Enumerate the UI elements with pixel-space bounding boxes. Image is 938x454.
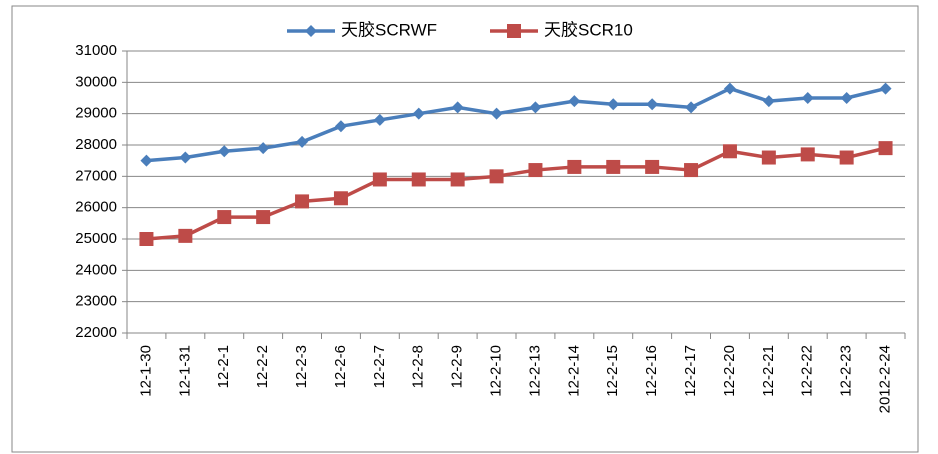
legend-label: 天胶SCRWF	[341, 20, 437, 39]
data-point	[218, 145, 231, 158]
data-point	[490, 107, 503, 120]
data-point	[217, 210, 232, 225]
data-point	[373, 113, 386, 126]
x-tick-label: 12-2-10	[488, 345, 505, 397]
chart-frame	[11, 5, 919, 453]
x-tick-label: 12-2-1	[215, 345, 232, 388]
data-point	[645, 159, 660, 174]
x-tick-label: 12-2-15	[604, 345, 621, 397]
data-point	[334, 120, 347, 133]
data-point	[840, 92, 853, 104]
data-point	[296, 135, 309, 148]
x-tick-label: 12-2-23	[838, 345, 855, 397]
legend-marker	[507, 24, 521, 38]
x-tick-label: 12-2-21	[760, 345, 777, 397]
data-point	[646, 98, 659, 111]
data-point	[489, 169, 504, 184]
data-point	[140, 154, 153, 167]
data-point	[684, 163, 699, 178]
data-point	[372, 172, 387, 187]
data-point	[568, 95, 581, 108]
x-tick-label: 12-2-7	[371, 345, 388, 388]
series-line	[146, 86, 886, 163]
data-point	[607, 98, 620, 111]
data-point	[450, 172, 465, 187]
y-tick-label: 25000	[75, 230, 117, 247]
x-tick-label: 12-1-30	[137, 345, 154, 397]
data-point	[451, 101, 464, 114]
data-point	[761, 150, 776, 165]
data-point	[295, 194, 310, 209]
data-point	[139, 232, 154, 246]
data-point	[529, 101, 542, 114]
y-tick-label: 26000	[75, 199, 117, 216]
y-tick-label: 27000	[75, 167, 117, 184]
data-point	[567, 159, 582, 174]
x-tick-label: 12-2-8	[410, 345, 427, 388]
x-tick-label: 2012-2-24	[877, 345, 894, 413]
y-tick-label: 29000	[75, 105, 117, 122]
data-point	[333, 191, 348, 206]
data-point	[722, 144, 737, 159]
data-point	[723, 82, 736, 95]
data-point	[801, 92, 814, 104]
data-point	[179, 151, 192, 164]
x-tick-label: 12-2-22	[799, 345, 816, 397]
x-tick-label: 12-2-17	[682, 345, 699, 397]
x-tick-label: 12-2-14	[565, 345, 582, 397]
data-point	[879, 82, 892, 95]
x-tick-label: 12-2-20	[721, 345, 738, 397]
x-tick-label: 12-2-16	[643, 345, 660, 397]
data-point	[800, 147, 815, 162]
data-point	[412, 107, 425, 120]
y-tick-label: 22000	[75, 324, 117, 341]
y-tick-label: 30000	[75, 73, 117, 90]
x-tick-label: 12-2-6	[332, 345, 349, 388]
data-point	[257, 142, 270, 155]
legend-label: 天胶SCR10	[544, 20, 633, 39]
x-tick-label: 12-2-13	[526, 345, 543, 397]
data-point	[411, 172, 426, 187]
y-tick-label: 24000	[75, 261, 117, 278]
x-tick-label: 12-2-3	[293, 345, 310, 388]
y-tick-label: 28000	[75, 136, 117, 153]
x-tick-label: 12-1-31	[176, 345, 193, 397]
data-point	[685, 101, 698, 114]
y-tick-label: 31000	[75, 42, 117, 59]
data-point	[256, 210, 271, 225]
legend-marker	[305, 25, 317, 37]
data-point	[878, 141, 893, 156]
x-tick-label: 12-2-9	[449, 345, 466, 388]
y-tick-label: 23000	[75, 293, 117, 310]
data-point	[178, 228, 193, 243]
data-point	[762, 95, 775, 108]
data-point	[606, 159, 621, 174]
data-point	[839, 150, 854, 165]
data-point	[528, 163, 543, 178]
x-tick-label: 12-2-2	[254, 345, 271, 388]
